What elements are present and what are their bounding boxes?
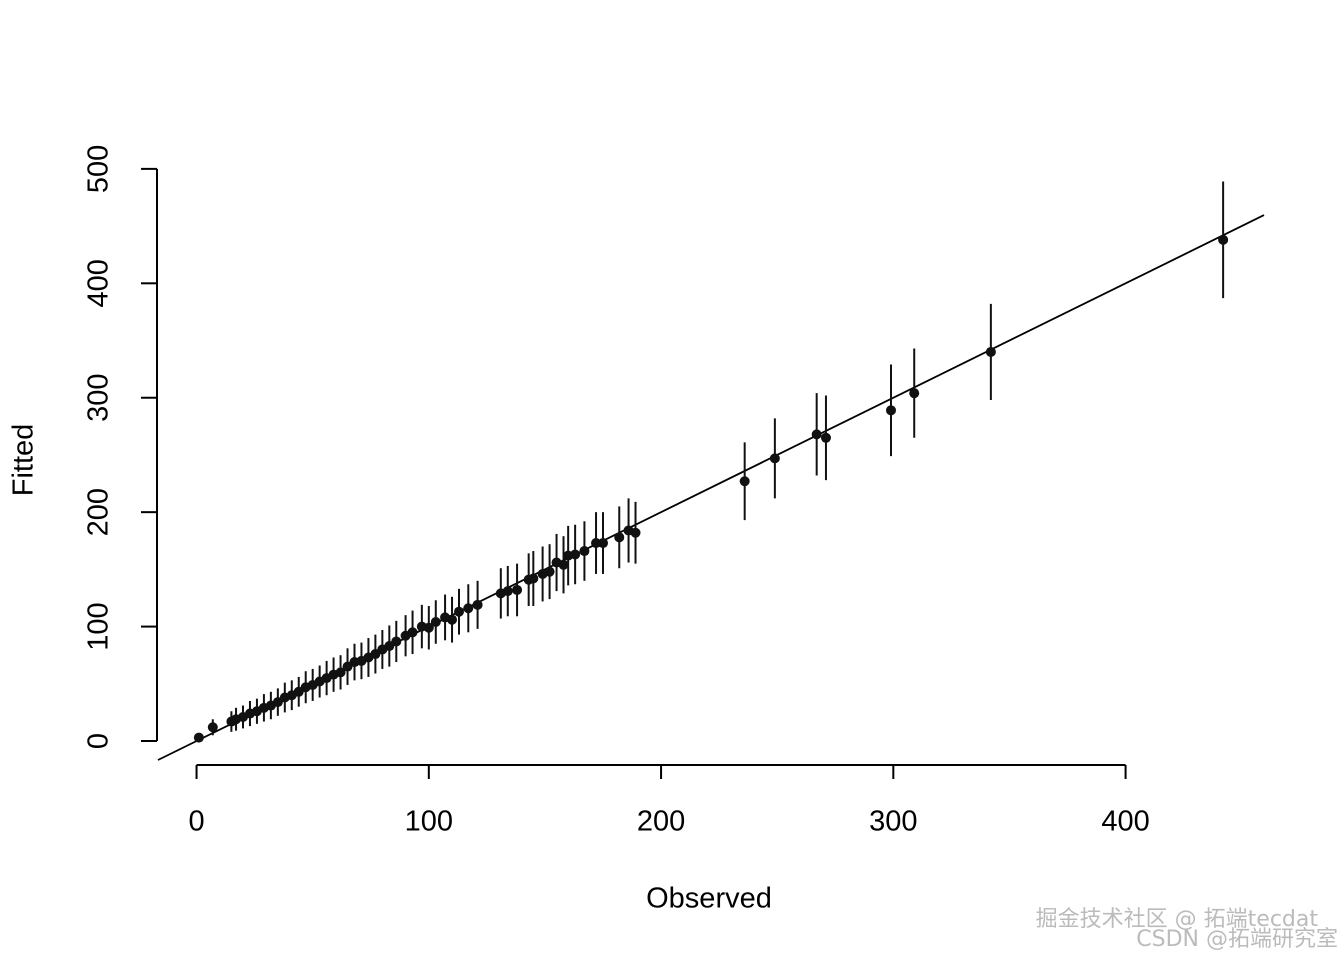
point bbox=[739, 476, 750, 487]
point bbox=[811, 429, 822, 440]
point bbox=[416, 621, 427, 632]
y-axis-label: Fitted bbox=[8, 424, 40, 497]
x-tick-label: 200 bbox=[637, 806, 685, 838]
point bbox=[463, 603, 474, 614]
point bbox=[614, 532, 625, 543]
x-tick-label: 100 bbox=[405, 806, 453, 838]
point bbox=[440, 612, 451, 623]
point bbox=[454, 606, 465, 617]
point bbox=[523, 574, 534, 585]
point bbox=[885, 405, 896, 416]
y-tick-label: 100 bbox=[83, 602, 115, 650]
point bbox=[623, 525, 634, 536]
point bbox=[551, 557, 562, 568]
point bbox=[985, 346, 996, 357]
point bbox=[579, 546, 590, 557]
point bbox=[1218, 234, 1229, 245]
point bbox=[226, 716, 237, 727]
point bbox=[342, 661, 353, 672]
point bbox=[472, 599, 483, 610]
x-tick-label: 300 bbox=[869, 806, 917, 838]
point bbox=[193, 732, 204, 743]
point bbox=[495, 588, 506, 599]
point bbox=[512, 584, 523, 595]
point bbox=[598, 538, 609, 549]
y-tick-label: 400 bbox=[83, 259, 115, 307]
point bbox=[769, 453, 780, 464]
y-tick-label: 500 bbox=[83, 145, 115, 193]
y-tick-label: 0 bbox=[83, 733, 115, 749]
point bbox=[207, 722, 218, 733]
point bbox=[563, 550, 574, 561]
watermark: 掘金技术社区 @ 拓端tecdat bbox=[1036, 907, 1319, 932]
watermark: CSDN @拓端研究室 bbox=[1136, 927, 1338, 952]
point bbox=[909, 388, 920, 399]
point bbox=[537, 568, 548, 579]
point bbox=[820, 432, 831, 443]
y-tick-label: 300 bbox=[83, 374, 115, 422]
x-tick-label: 400 bbox=[1101, 806, 1149, 838]
point bbox=[430, 617, 441, 628]
x-axis-label: Observed bbox=[646, 883, 772, 915]
point bbox=[400, 630, 411, 641]
y-tick-label: 200 bbox=[83, 488, 115, 536]
point bbox=[591, 538, 602, 549]
x-tick-label: 0 bbox=[188, 806, 204, 838]
